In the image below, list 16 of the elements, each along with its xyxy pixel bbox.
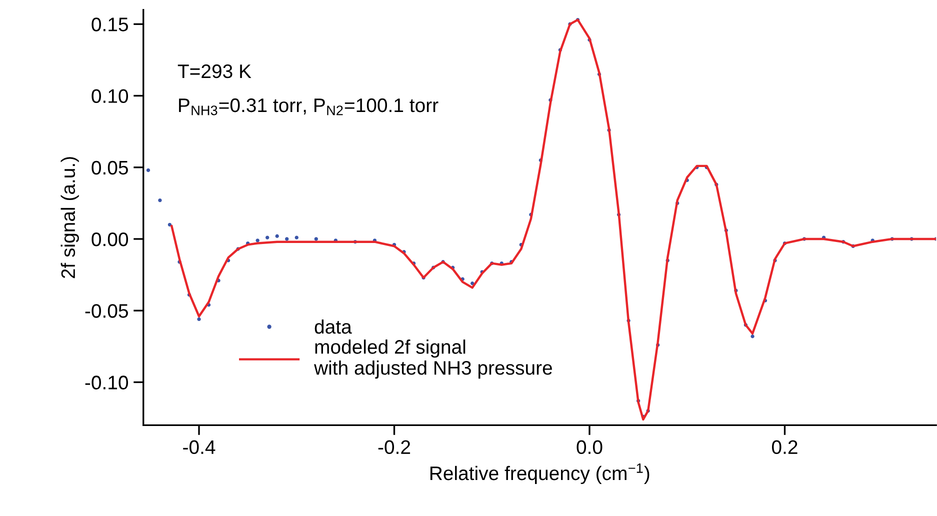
- y-tick-label: -0.10: [85, 376, 128, 390]
- x-axis-title: Relative frequency (cm$^{−1}$): [430, 463, 650, 484]
- y-tick-label: 0.00: [92, 232, 128, 246]
- x-tick-label: 0.0: [576, 440, 602, 454]
- y-tick-label: 0.15: [92, 18, 128, 32]
- annotation: P$_{NH3}$=0.31 torr, P$_{N2}$=100.1 torr: [179, 98, 438, 116]
- annotation: T=293 K: [178, 64, 252, 78]
- y-tick-label: -0.05: [85, 304, 128, 318]
- x-tick-label: 0.2: [772, 440, 798, 454]
- y-tick-label: 0.10: [92, 89, 128, 103]
- y-axis-title: 2f signal (a.u.): [60, 157, 79, 278]
- legend-label: modeled 2f signal with adjusted NH3 pressure: [314, 340, 552, 379]
- legend-label: data: [314, 319, 352, 334]
- x-tick-label: -0.4: [183, 440, 216, 454]
- y-tick-label: 0.05: [92, 160, 128, 175]
- x-tick-label: -0.2: [378, 440, 410, 454]
